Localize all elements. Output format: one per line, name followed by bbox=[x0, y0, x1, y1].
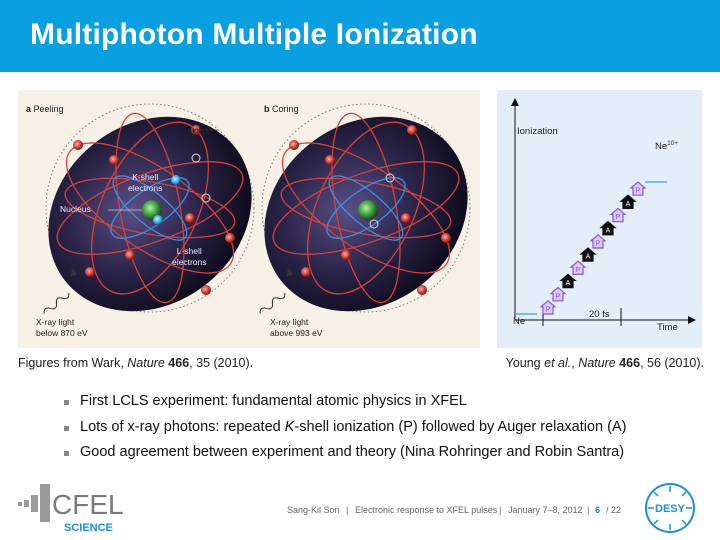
xray-label-a: X-ray light below 870 eV bbox=[36, 317, 88, 338]
footer-date: January 7–8, 2012 bbox=[508, 505, 583, 515]
duration-label: 20 fs bbox=[589, 309, 610, 320]
svg-text:P: P bbox=[596, 241, 601, 248]
auger-step: A bbox=[619, 194, 637, 209]
peeling-atom bbox=[43, 103, 255, 314]
cfel-logo-text: CFEL bbox=[52, 489, 124, 520]
panel-a-label: a Peeling bbox=[26, 104, 64, 114]
panel-b-label: b Coring bbox=[264, 104, 299, 114]
svg-text:P: P bbox=[556, 293, 561, 300]
svg-text:A: A bbox=[586, 254, 591, 261]
svg-text:A: A bbox=[626, 201, 631, 208]
y-axis-label: Ionization bbox=[517, 126, 558, 137]
auger-step: A bbox=[599, 220, 617, 236]
holes-label: Holes bbox=[188, 125, 210, 135]
photoionization-step: P bbox=[629, 181, 647, 196]
footer-talk-title: Electronic response to XFEL pulses bbox=[355, 505, 498, 515]
bullet-item: Lots of x-ray photons: repeated K-shell … bbox=[64, 419, 704, 445]
footer-author: Sang-Kil Son bbox=[287, 505, 340, 515]
title-bar bbox=[0, 0, 720, 72]
xray-label-b: X-ray light above 993 eV bbox=[270, 317, 323, 338]
desy-logo-text: DESY bbox=[655, 503, 686, 515]
atom-illustration bbox=[43, 103, 471, 314]
x-axis-label: Time bbox=[657, 322, 678, 333]
slide-title: Multiphoton Multiple Ionization bbox=[30, 18, 478, 51]
right-caption: Young et al., Nature 466, 56 (2010). bbox=[505, 356, 704, 370]
bullet-item: First LCLS experiment: fundamental atomi… bbox=[64, 393, 704, 419]
footer-sep: | bbox=[499, 505, 502, 515]
auger-step: A bbox=[559, 273, 577, 289]
footer: CFEL SCIENCE Sang-Kil Son | Electronic r… bbox=[0, 478, 720, 540]
svg-text:P: P bbox=[576, 267, 581, 274]
svg-text:A: A bbox=[566, 280, 571, 287]
nucleus-label: Nucleus bbox=[60, 204, 91, 214]
lshell-label: L-shell electrons bbox=[172, 246, 207, 267]
svg-text:P: P bbox=[616, 214, 621, 221]
svg-text:P: P bbox=[546, 307, 551, 314]
cfel-logo: CFEL SCIENCE bbox=[18, 484, 124, 534]
footer-sep: | bbox=[346, 505, 349, 515]
page-total: / 22 bbox=[606, 505, 622, 515]
auger-step: A bbox=[579, 247, 597, 262]
coring-atom bbox=[259, 103, 471, 314]
photoionization-step: P bbox=[569, 260, 587, 275]
end-label: Ne10+ bbox=[655, 140, 679, 153]
desy-logo: DESY bbox=[645, 483, 695, 533]
svg-text:P: P bbox=[636, 188, 641, 195]
start-label: Ne bbox=[513, 316, 526, 327]
footer-sep: | bbox=[587, 505, 590, 515]
science-logo-text: SCIENCE bbox=[64, 522, 113, 534]
left-caption: Figures from Wark, Nature 466, 35 (2010)… bbox=[18, 356, 254, 370]
page-number: 6 bbox=[595, 505, 601, 515]
atom-figure: a Peeling b Coring Holes K-shell electron… bbox=[18, 90, 480, 348]
bullet-list: First LCLS experiment: fundamental atomi… bbox=[64, 393, 704, 470]
bullet-item: Good agreement between experiment and th… bbox=[64, 444, 704, 470]
photoionization-step: P bbox=[609, 207, 627, 223]
svg-text:A: A bbox=[606, 227, 611, 234]
photoionization-step: P bbox=[549, 286, 567, 302]
photoionization-step: P bbox=[539, 300, 557, 315]
kshell-label: K-shell electrons bbox=[128, 172, 163, 193]
photoionization-step: P bbox=[589, 234, 607, 249]
